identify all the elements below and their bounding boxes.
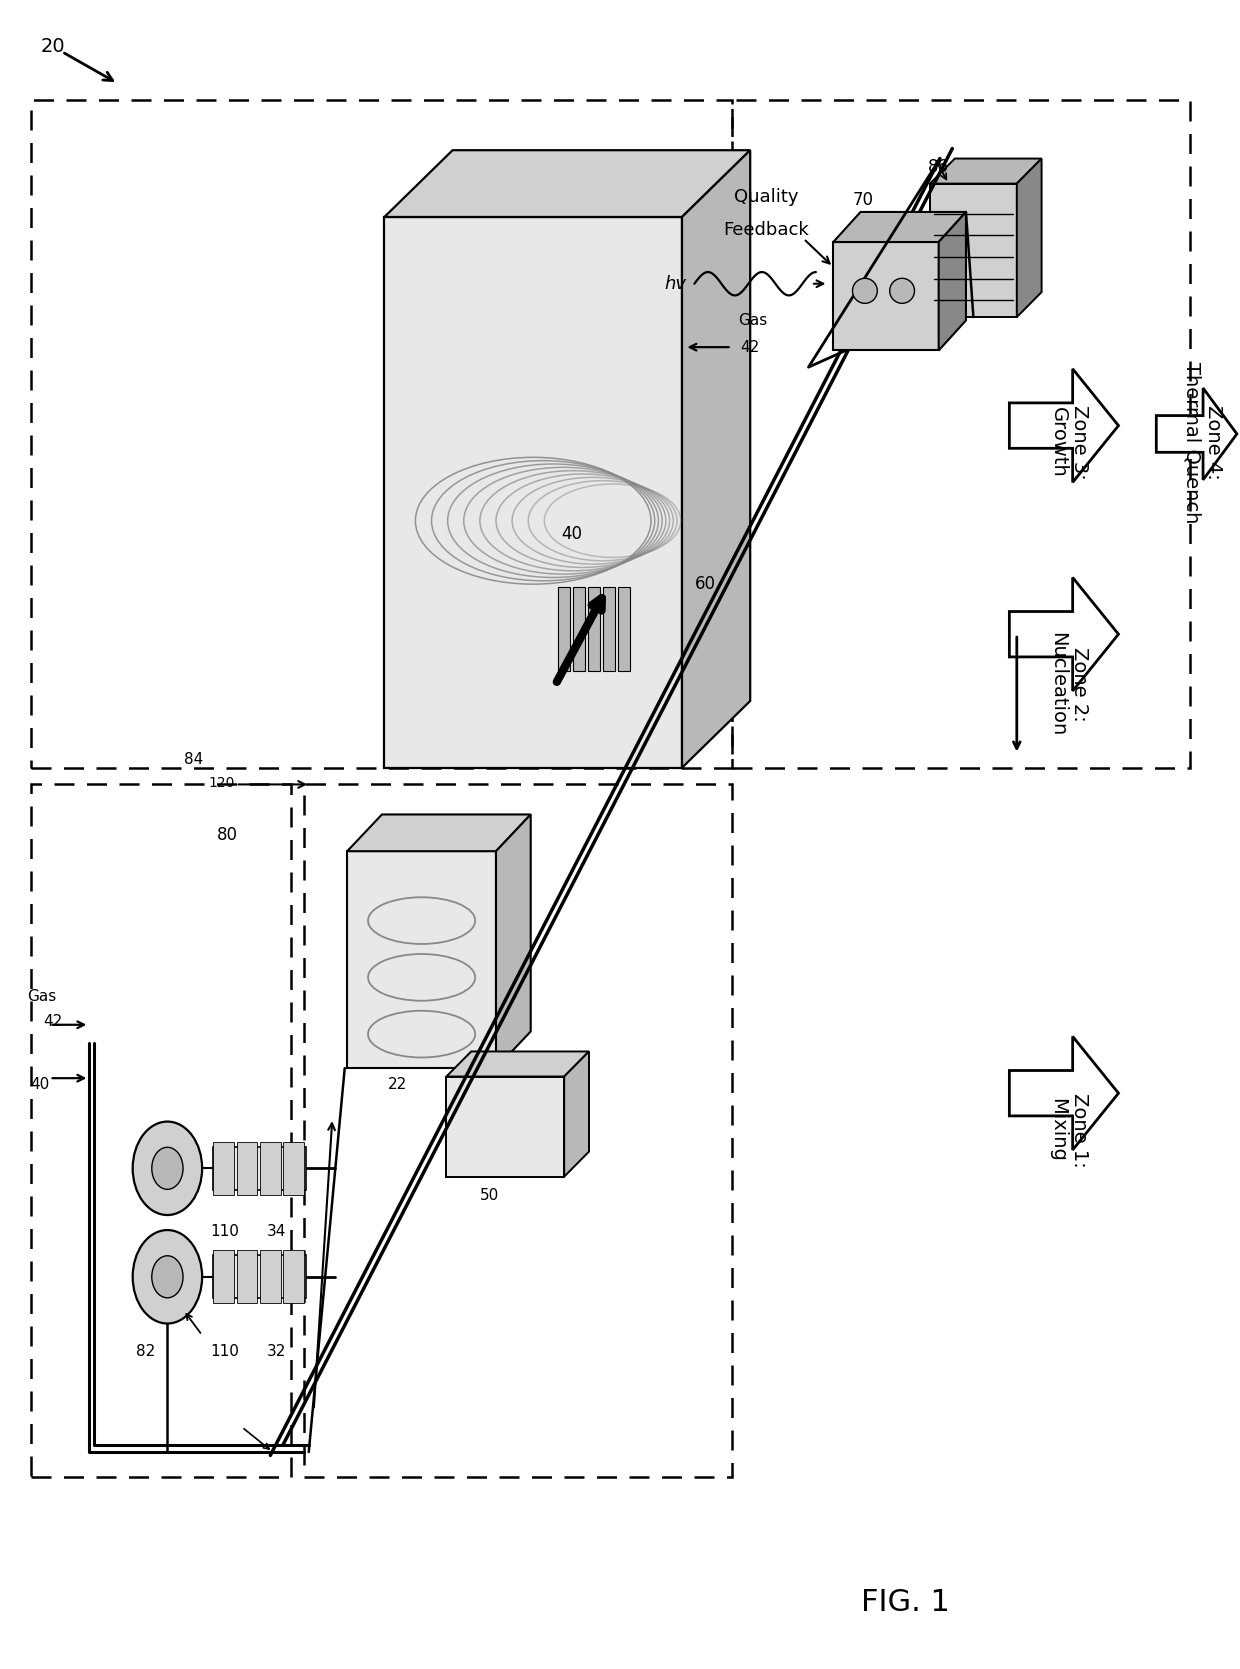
Polygon shape [939, 212, 966, 350]
Bar [384, 217, 682, 768]
Circle shape [151, 1147, 184, 1190]
Text: Gas: Gas [27, 990, 57, 1003]
Polygon shape [1009, 1036, 1118, 1150]
Bar [446, 1077, 564, 1177]
Bar [283, 1142, 304, 1195]
Text: Quality: Quality [734, 189, 799, 205]
Bar [833, 242, 939, 350]
Polygon shape [446, 1051, 589, 1077]
Text: 80: 80 [217, 826, 238, 843]
Text: 70: 70 [853, 192, 874, 209]
Text: Feedback: Feedback [723, 222, 810, 239]
Bar [213, 1147, 306, 1190]
Text: 110: 110 [211, 1345, 239, 1359]
Polygon shape [1009, 369, 1118, 482]
Polygon shape [1017, 159, 1042, 317]
Circle shape [133, 1230, 202, 1324]
Text: Zone 2:
Nucleation: Zone 2: Nucleation [1048, 633, 1090, 736]
Polygon shape [1009, 577, 1118, 691]
Polygon shape [347, 814, 531, 851]
Text: 40: 40 [30, 1078, 50, 1092]
Bar [237, 1250, 257, 1303]
Ellipse shape [853, 279, 878, 304]
Bar [213, 1250, 234, 1303]
Text: 42: 42 [740, 340, 760, 354]
Bar [618, 587, 630, 671]
Text: 84: 84 [184, 753, 203, 766]
Circle shape [151, 1255, 184, 1298]
Polygon shape [384, 150, 750, 217]
Circle shape [133, 1122, 202, 1215]
Text: 40: 40 [562, 526, 583, 542]
Text: Gas: Gas [738, 314, 768, 327]
Polygon shape [682, 150, 750, 768]
Ellipse shape [890, 279, 915, 304]
Text: Zone 3:
Growth: Zone 3: Growth [1048, 406, 1090, 479]
Bar [930, 184, 1017, 317]
Bar [213, 1142, 234, 1195]
Bar [588, 587, 600, 671]
Text: 120: 120 [208, 776, 234, 789]
Text: 86: 86 [928, 159, 949, 175]
Polygon shape [833, 212, 966, 242]
Text: 110: 110 [211, 1225, 239, 1238]
Polygon shape [564, 1051, 589, 1177]
Bar [31, 784, 291, 1477]
Text: 60: 60 [694, 576, 715, 592]
Text: 42: 42 [43, 1015, 63, 1028]
Polygon shape [930, 159, 1042, 184]
Bar [558, 587, 570, 671]
Text: 34: 34 [267, 1225, 286, 1238]
Text: 82: 82 [136, 1345, 156, 1359]
Bar [259, 1142, 280, 1195]
Bar [283, 1250, 304, 1303]
Text: 32: 32 [267, 1345, 286, 1359]
Text: hv: hv [665, 275, 687, 292]
Text: Zone 1:
Mixing: Zone 1: Mixing [1048, 1093, 1090, 1167]
Bar [732, 100, 1190, 768]
Polygon shape [1156, 389, 1236, 481]
Polygon shape [496, 814, 531, 1068]
Text: 50: 50 [480, 1188, 500, 1202]
Bar [213, 1255, 306, 1298]
Bar [304, 784, 732, 1477]
Bar [237, 1142, 257, 1195]
Text: FIG. 1: FIG. 1 [861, 1587, 950, 1617]
Bar [347, 851, 496, 1068]
Text: Zone 4:
Thermal Quench: Zone 4: Thermal Quench [1182, 362, 1224, 522]
Bar [259, 1250, 280, 1303]
Text: 22: 22 [388, 1078, 408, 1092]
Text: 20: 20 [41, 37, 66, 57]
Bar [603, 587, 615, 671]
Bar [31, 100, 732, 768]
Bar [573, 587, 585, 671]
